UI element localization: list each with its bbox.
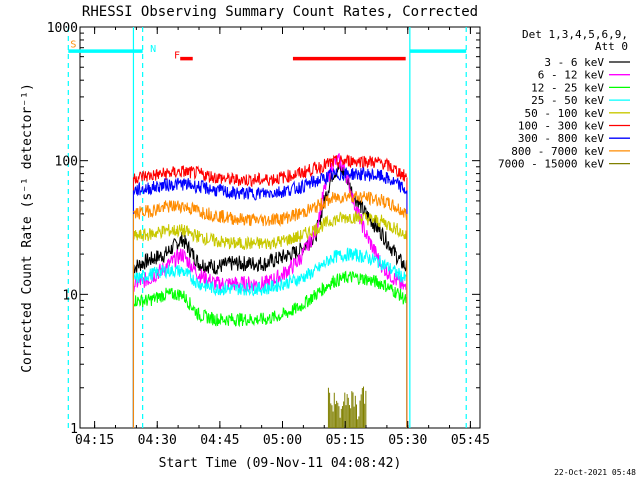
- footer-timestamp: 22-Oct-2021 05:48: [554, 468, 636, 477]
- x-tick-label: 05:00: [263, 433, 302, 448]
- legend-header: Att 0: [595, 40, 628, 53]
- x-axis-label: Start Time (09-Nov-11 04:08:42): [159, 456, 402, 471]
- legend-label: 7000 - 15000 keV: [498, 158, 604, 171]
- x-tick-label: 05:30: [388, 433, 427, 448]
- series-7-line: [133, 190, 407, 227]
- legend-label: 300 - 800 keV: [518, 132, 604, 145]
- y-tick-label: 1000: [47, 21, 78, 36]
- series-4-line: [133, 209, 407, 251]
- legend-label: 50 - 100 keV: [525, 107, 605, 120]
- x-tick-label: 04:30: [138, 433, 177, 448]
- series-2-line: [133, 270, 407, 328]
- y-tick-label: 100: [55, 155, 78, 170]
- legend-label: 3 - 6 keV: [544, 56, 604, 69]
- x-tick-label: 05:45: [451, 433, 490, 448]
- legend-label: 6 - 12 keV: [538, 69, 605, 82]
- series-5-line: [133, 154, 407, 188]
- x-tick-label: 04:15: [75, 433, 114, 448]
- flag-label-s: S: [70, 40, 76, 51]
- plot-border: [79, 26, 481, 429]
- series-6-line: [133, 166, 407, 201]
- data-series: [132, 153, 408, 428]
- y-axis-label: Corrected Count Rate (s⁻¹ detector⁻¹): [20, 83, 35, 373]
- series-1-line: [132, 153, 407, 292]
- series-3-line: [133, 247, 407, 297]
- legend-header: Det 1,3,4,5,6,9,: [522, 28, 628, 41]
- flag-bars: S N F: [68, 40, 467, 62]
- legend-label: 800 - 7000 keV: [511, 145, 604, 158]
- y-tick-label: 1: [70, 422, 78, 437]
- series-0-line: [132, 162, 407, 275]
- legend-label: 12 - 25 keV: [531, 81, 604, 94]
- series-7: [132, 190, 408, 428]
- flag-label-n: N: [150, 44, 156, 55]
- series-8: [327, 386, 367, 428]
- x-tick-label: 05:15: [326, 433, 365, 448]
- legend-label: 25 - 50 keV: [531, 94, 604, 107]
- axes: 04:15 04:30 04:45 05:00 05:15 05:30 05:45 1 10 10…: [47, 21, 490, 448]
- flag-label-f: F: [174, 51, 180, 62]
- plot-frame: [79, 26, 481, 429]
- legend-label: 100 - 300 keV: [518, 120, 604, 133]
- y-tick-label: 10: [62, 288, 78, 303]
- x-tick-label: 04:45: [200, 433, 239, 448]
- chart-title: RHESSI Observing Summary Count Rates, Co…: [82, 4, 478, 20]
